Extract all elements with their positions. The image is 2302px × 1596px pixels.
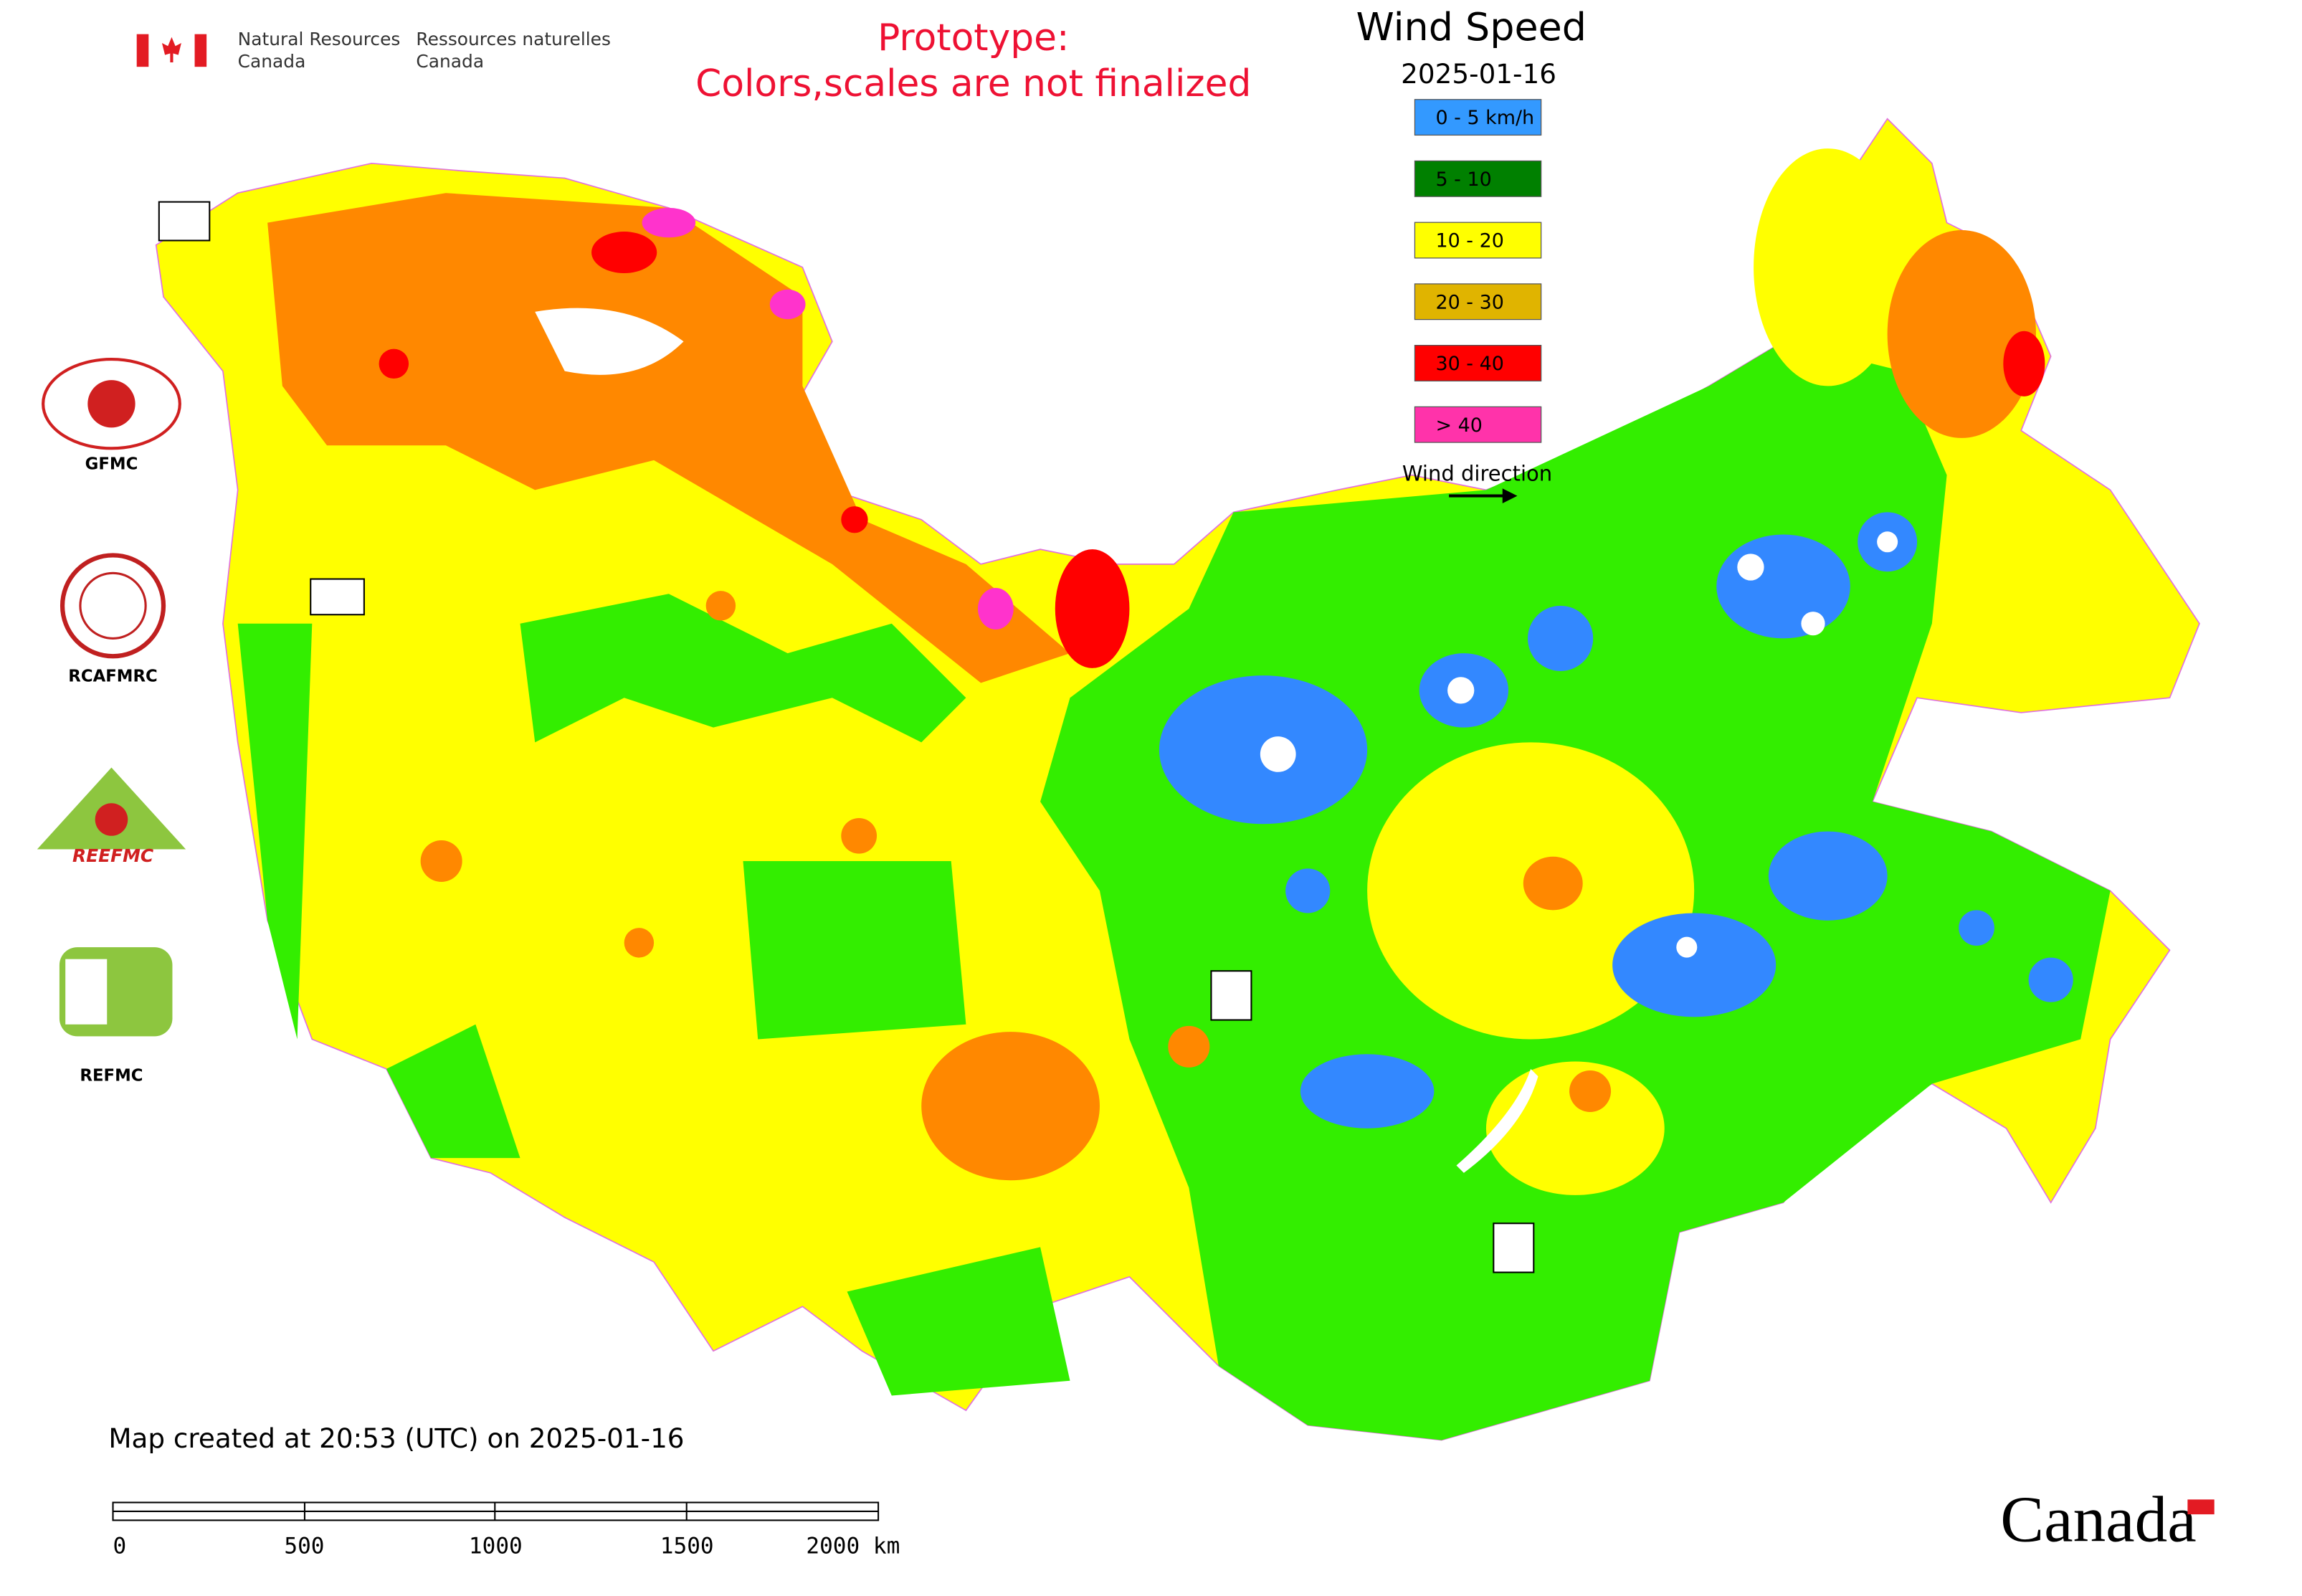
legend: Wind Speed 2025-01-16 Wind direction 0 -… [1356, 4, 1587, 503]
zone-yellow [1754, 148, 1903, 386]
legend-swatch [1414, 345, 1542, 381]
zone-orange [705, 591, 736, 621]
zone-orange [1569, 1070, 1612, 1112]
zone-green [386, 1024, 520, 1159]
logo-label: REEFMC [72, 845, 153, 866]
scale-label: 0 [113, 1534, 127, 1559]
zone-blue [1959, 910, 1994, 946]
zone-red [841, 506, 868, 533]
org-name: Canada [416, 51, 484, 72]
legend-label: 5 - 10 [1435, 168, 1491, 191]
zone-blue [1285, 868, 1331, 913]
zone-green [520, 594, 966, 743]
legend-swatch [1414, 160, 1542, 197]
zone-white [1676, 936, 1698, 958]
legend-swatch [1414, 406, 1542, 443]
zone-orange [1523, 856, 1583, 911]
legend-label: 30 - 40 [1435, 353, 1503, 375]
lake [1456, 1068, 1538, 1173]
zone-green [847, 1247, 1070, 1396]
zone-red [591, 232, 657, 274]
zone-white [1737, 554, 1764, 581]
logo-gfmc [42, 358, 181, 450]
zone-white [1447, 677, 1475, 704]
scale-label: 1500 [660, 1534, 714, 1559]
logo-refmc [65, 959, 108, 1025]
scale-label: 1000 [469, 1534, 523, 1559]
zone-orange [267, 193, 1070, 683]
brand-wordmark: Canada [2000, 1483, 2196, 1556]
flag-bar [136, 34, 149, 67]
zone-orange [921, 1032, 1100, 1181]
direction-label: Wind direction [1402, 462, 1552, 486]
scale-label: 2000 km [806, 1534, 900, 1559]
zone-blue [1300, 1054, 1435, 1129]
logo-rcafmrc [79, 571, 147, 640]
legend-label: 0 - 5 km/h [1435, 107, 1534, 129]
org-name: Ressources naturelles [416, 29, 610, 49]
legend-swatch [1414, 222, 1542, 259]
notice: Colors,scales are not finalized [695, 62, 1251, 105]
zone-orange [420, 840, 462, 882]
zone-white [1801, 612, 1825, 636]
logo-label: RCAFMRC [68, 668, 157, 686]
zone-blue [2028, 957, 2073, 1002]
legend-swatch [1414, 283, 1542, 320]
zone-white [1877, 531, 1898, 553]
legend-label: > 40 [1435, 414, 1482, 437]
direction-arrowhead [1502, 488, 1518, 503]
logo-label: GFMC [85, 455, 138, 474]
legend-label: 20 - 30 [1435, 291, 1503, 313]
zone-green [743, 861, 966, 1040]
legend-swatch [1414, 99, 1542, 136]
zone-magenta [769, 289, 806, 320]
zone-blue [1768, 831, 1888, 921]
calm-centers [1260, 531, 1898, 958]
zone-orange [1887, 229, 2036, 438]
map-area [155, 118, 2200, 1441]
logo-gfmc [87, 380, 135, 428]
zone-blue [1527, 605, 1594, 671]
logo-label: REFMC [80, 1067, 143, 1086]
legend-title: Wind Speed [1356, 4, 1587, 49]
org-name: Natural Resources [238, 29, 401, 49]
wordmark-flag [2187, 1499, 2215, 1515]
zone-blue [1716, 534, 1850, 639]
gov-header: Natural Resources Canada Ressources natu… [136, 29, 611, 72]
zone-red [379, 348, 409, 379]
footer-note: Map created at 20:53 (UTC) on 2025-01-16 [108, 1422, 684, 1454]
zone-red [2003, 331, 2045, 396]
zone-green [237, 623, 313, 1040]
zone-orange [841, 817, 877, 854]
zone-orange [624, 928, 655, 958]
org-name: Canada [238, 51, 306, 72]
notice: Prototype: [877, 16, 1069, 60]
scale-label: 500 [284, 1534, 324, 1559]
zone-white [1260, 736, 1296, 772]
zone-magenta [978, 587, 1014, 630]
zone-orange [1168, 1025, 1210, 1068]
legend-label: 10 - 20 [1435, 230, 1503, 252]
logo-reefmc [95, 803, 128, 836]
legend-date: 2025-01-16 [1401, 58, 1556, 90]
map-marker [1210, 970, 1252, 1021]
scale-bar: 0 500 1000 1500 2000 km [112, 1501, 900, 1559]
logos: GFMC RCAFMRC REEFMC REFMC [37, 201, 1535, 1273]
zone-blue [1612, 913, 1777, 1017]
zone-red [1055, 549, 1130, 668]
lake [535, 308, 684, 375]
map-marker [310, 578, 365, 616]
zone-magenta [642, 207, 696, 238]
map-marker [1493, 1222, 1535, 1273]
map-marker [158, 201, 211, 242]
flag-bar [194, 34, 207, 67]
calm-zones [1159, 512, 2073, 1129]
maple-leaf [161, 37, 181, 62]
